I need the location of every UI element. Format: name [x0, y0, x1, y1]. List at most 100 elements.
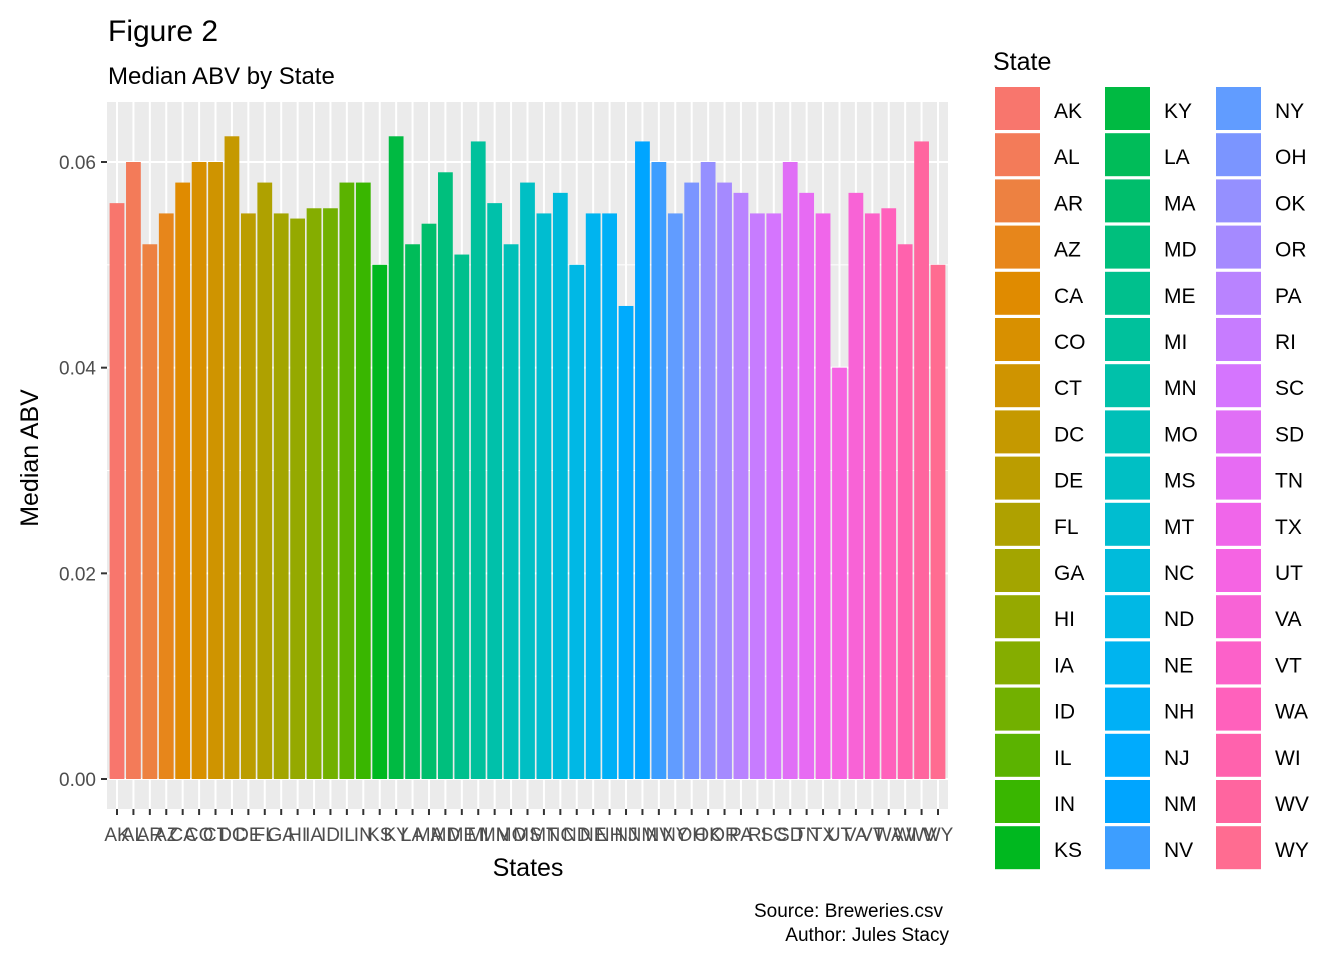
legend-label-hi: HI [1054, 608, 1075, 631]
x-axis: AKALARAZCACOCTDCDEFLGAHIIAIDILINKSKYLAMA… [104, 809, 954, 846]
legend-key-ga [995, 549, 1040, 592]
legend-label-mi: MI [1164, 331, 1187, 354]
legend-label-wv: WV [1275, 793, 1309, 816]
legend-label-md: MD [1164, 239, 1197, 262]
legend-label-al: AL [1054, 146, 1080, 169]
bar-wv [914, 141, 929, 779]
x-tick-label: NV [646, 825, 673, 846]
x-tick-label: LA [401, 825, 425, 846]
bar-tn [799, 192, 815, 780]
legend-key-tn [1216, 456, 1261, 500]
legend-key-ak [995, 87, 1040, 130]
legend-key-nc [1105, 549, 1150, 592]
legend-label-ky: KY [1164, 100, 1192, 123]
legend-key-ks [995, 826, 1040, 870]
x-tick-label: NE [580, 825, 606, 846]
y-tick-label: 0.00 [59, 770, 96, 791]
y-axis-title: Median ABV [16, 389, 44, 527]
legend-label-ak: AK [1054, 100, 1082, 123]
legend-key-mn [1105, 364, 1150, 408]
bar-az [158, 213, 174, 779]
x-tick-label: MN [480, 825, 510, 846]
bar-ri [749, 213, 765, 779]
legend-label-ok: OK [1275, 192, 1305, 215]
x-tick-label: TN [794, 825, 819, 846]
x-tick-label: CO [185, 825, 214, 846]
legend-key-id [995, 687, 1040, 731]
x-tick-label: WA [874, 825, 904, 846]
legend-label-tx: TX [1275, 516, 1302, 539]
legend-key-co [995, 318, 1040, 361]
y-axis: 0.00 0.02 0.04 0.06 [59, 153, 107, 791]
legend-label-fl: FL [1054, 516, 1079, 539]
x-tick-label: WY [923, 825, 954, 846]
legend-label-sc: SC [1275, 377, 1304, 400]
legend-label-nh: NH [1164, 701, 1194, 724]
bar-sd [782, 162, 798, 779]
bar-nh [602, 213, 617, 779]
legend-label-wa: WA [1275, 701, 1308, 724]
legend-label-nd: ND [1164, 608, 1194, 631]
x-tick-label: NY [662, 825, 689, 846]
legend-key-nh [1105, 687, 1150, 731]
legend-label-sd: SD [1275, 423, 1304, 446]
bar-ky [388, 136, 404, 779]
x-tick-label: CA [169, 825, 196, 846]
chart-subtitle: Median ABV by State [108, 63, 335, 90]
legend-label-pa: PA [1275, 285, 1301, 308]
legend-label-la: LA [1164, 146, 1190, 169]
legend-label-de: DE [1054, 470, 1083, 493]
bar-ms [520, 182, 535, 780]
legend-key-nd [1105, 595, 1150, 639]
bar-ma [421, 223, 437, 779]
legend-label-ia: IA [1054, 654, 1074, 677]
x-tick-label: RI [748, 825, 767, 846]
legend-key-mt [1105, 502, 1150, 546]
x-tick-label: NM [628, 825, 658, 846]
bar-ia [306, 208, 322, 779]
caption-author: Author: Jules Stacy [785, 925, 949, 946]
bar-ca [175, 182, 191, 780]
legend-key-sd [1216, 410, 1261, 454]
legend-label-wy: WY [1275, 839, 1309, 862]
legend-key-ny [1216, 87, 1261, 130]
legend-label-mn: MN [1164, 377, 1197, 400]
legend-label-ar: AR [1054, 192, 1083, 215]
legend-key-ky [1105, 87, 1150, 130]
legend-label-ct: CT [1054, 377, 1082, 400]
legend-key-al [995, 133, 1040, 177]
x-tick-label: SD [777, 825, 803, 846]
bar-ks [372, 264, 388, 779]
legend-label-nj: NJ [1164, 747, 1190, 770]
legend-label-mo: MO [1164, 423, 1198, 446]
bar-ak [109, 203, 125, 780]
x-tick-label: ME [448, 825, 477, 846]
legend-label-nc: NC [1164, 562, 1194, 585]
bar-la [405, 244, 420, 779]
caption-source: Source: Breweries.csv [754, 901, 944, 922]
bar-ut [832, 367, 847, 779]
bar-vt [864, 213, 880, 779]
x-tick-label: VT [860, 825, 885, 846]
legend-label-id: ID [1054, 701, 1075, 724]
bar-ok [700, 162, 716, 779]
legend-key-ct [995, 364, 1040, 408]
y-tick-label: 0.04 [59, 359, 96, 380]
bar-nc [552, 192, 568, 780]
legend-label-oh: OH [1275, 146, 1307, 169]
x-tick-label: MT [530, 825, 558, 846]
legend-key-wy [1216, 826, 1261, 870]
bar-pa [733, 192, 749, 780]
legend-key-wv [1216, 780, 1261, 823]
bar-md [438, 172, 453, 780]
bar-tx [815, 213, 831, 779]
legend-key-wi [1216, 733, 1261, 777]
bar-ny [667, 213, 683, 779]
legend-key-az [995, 225, 1040, 269]
bar-nm [635, 141, 650, 779]
x-tick-label: MO [496, 825, 527, 846]
y-tick-label: 0.06 [59, 153, 96, 174]
x-tick-label: MA [415, 825, 444, 846]
legend-label-vt: VT [1275, 654, 1302, 677]
legend-key-dc [995, 410, 1040, 454]
